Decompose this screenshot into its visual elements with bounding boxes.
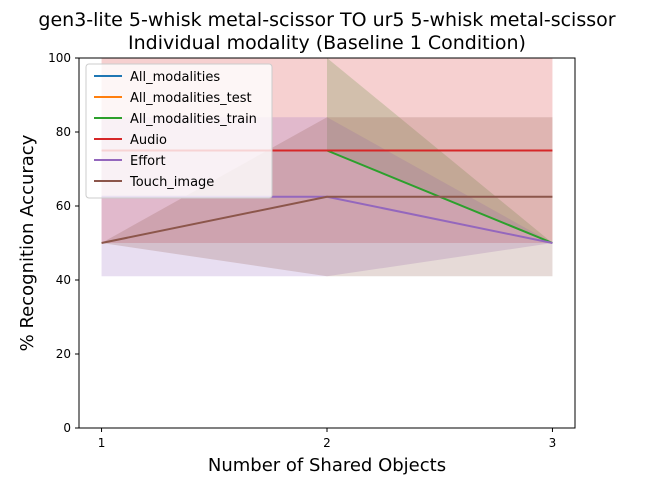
- legend: All_modalities All_modalities_test All_mod…: [85, 63, 273, 199]
- y-tick-label: 60: [56, 199, 71, 213]
- legend-label-effort: Effort: [130, 154, 166, 169]
- x-tick-label: 1: [98, 436, 106, 450]
- legend-label-all-modalities: All_modalities: [130, 70, 220, 85]
- y-tick-label: 40: [56, 273, 71, 287]
- y-tick-label: 80: [56, 125, 71, 139]
- legend-label-touch-image: Touch_image: [129, 175, 214, 190]
- line-touch-image: [101, 195, 553, 244]
- legend-box: [85, 63, 273, 199]
- x-axis-label: Number of Shared Objects: [208, 455, 446, 476]
- y-axis-ticks: 0 20 40 60 80 100: [48, 51, 79, 435]
- y-tick-label: 100: [48, 51, 71, 65]
- x-tick-label: 3: [549, 436, 557, 450]
- y-axis-label: % Recognition Accuracy: [17, 134, 38, 351]
- chart-title-line-1: gen3-lite 5-whisk metal-scissor TO ur5 5…: [38, 9, 615, 31]
- legend-label-all-modalities-train: All_modalities_train: [130, 112, 257, 127]
- y-tick-label: 0: [63, 421, 71, 435]
- x-axis-ticks: 1 2 3: [98, 428, 557, 450]
- chart-title-line-2: Individual modality (Baseline 1 Conditio…: [128, 32, 526, 54]
- legend-label-all-modalities-test: All_modalities_test: [130, 91, 252, 106]
- legend-label-audio: Audio: [130, 133, 167, 148]
- x-tick-label: 2: [323, 436, 331, 450]
- y-tick-label: 20: [56, 347, 71, 361]
